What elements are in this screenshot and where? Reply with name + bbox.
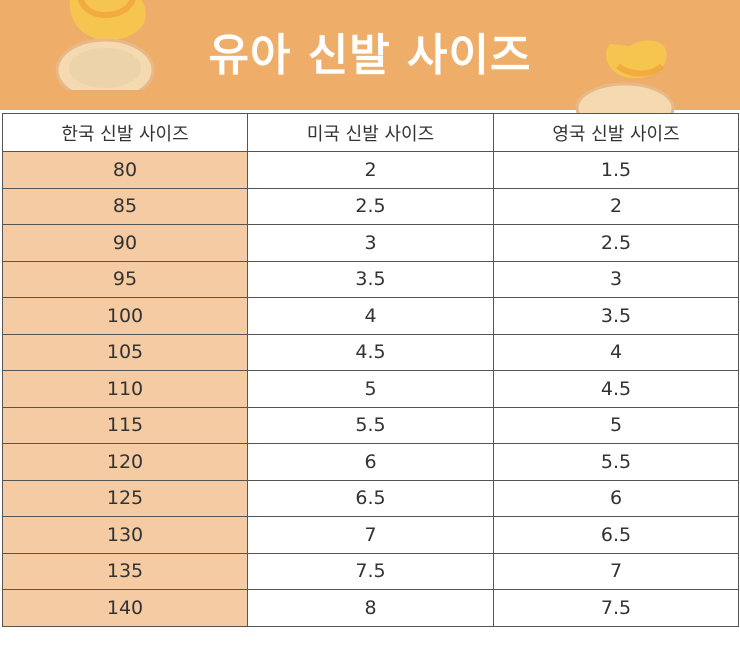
korean-size-cell: 105 <box>2 333 248 371</box>
table-row: 100 4 3.5 <box>2 297 739 335</box>
table-row: 110 5 4.5 <box>2 370 739 408</box>
uk-size-cell: 6 <box>493 479 739 517</box>
us-size-cell: 2 <box>247 151 494 189</box>
uk-size-cell: 7.5 <box>493 589 739 627</box>
baby-shoe-icon <box>575 40 675 116</box>
table-header-row: 한국 신발 사이즈 미국 신발 사이즈 영국 신발 사이즈 <box>2 113 739 152</box>
uk-size-cell: 5.5 <box>493 443 739 481</box>
us-size-cell: 6.5 <box>247 479 494 517</box>
korean-size-cell: 90 <box>2 224 248 262</box>
us-size-cell: 6 <box>247 443 494 481</box>
us-size-cell: 3 <box>247 224 494 262</box>
korean-size-cell: 95 <box>2 260 248 298</box>
korean-size-cell: 100 <box>2 297 248 335</box>
korean-size-cell: 110 <box>2 370 248 408</box>
uk-size-cell: 4.5 <box>493 370 739 408</box>
korean-size-cell: 80 <box>2 151 248 189</box>
column-header-us: 미국 신발 사이즈 <box>247 113 494 152</box>
us-size-cell: 4 <box>247 297 494 335</box>
us-size-cell: 5.5 <box>247 406 494 444</box>
table-row: 95 3.5 3 <box>2 260 739 298</box>
page-title: 유아 신발 사이즈 <box>208 30 532 81</box>
title-banner: 유아 신발 사이즈 <box>0 0 740 116</box>
shoe-size-table: 한국 신발 사이즈 미국 신발 사이즈 영국 신발 사이즈 80 2 1.5 8… <box>2 113 739 627</box>
column-header-korean: 한국 신발 사이즈 <box>2 113 248 152</box>
us-size-cell: 8 <box>247 589 494 627</box>
table-row: 125 6.5 6 <box>2 479 739 517</box>
uk-size-cell: 2.5 <box>493 224 739 262</box>
us-size-cell: 2.5 <box>247 187 494 225</box>
uk-size-cell: 3 <box>493 260 739 298</box>
uk-size-cell: 1.5 <box>493 151 739 189</box>
uk-size-cell: 4 <box>493 333 739 371</box>
korean-size-cell: 85 <box>2 187 248 225</box>
table-row: 130 7 6.5 <box>2 516 739 554</box>
uk-size-cell: 7 <box>493 552 739 590</box>
korean-size-cell: 115 <box>2 406 248 444</box>
table-row: 120 6 5.5 <box>2 443 739 481</box>
table-row: 135 7.5 7 <box>2 552 739 590</box>
table-row: 115 5.5 5 <box>2 406 739 444</box>
table-row: 80 2 1.5 <box>2 151 739 189</box>
korean-size-cell: 135 <box>2 552 248 590</box>
uk-size-cell: 2 <box>493 187 739 225</box>
column-header-uk: 영국 신발 사이즈 <box>493 113 739 152</box>
baby-shoe-icon <box>55 0 155 90</box>
table-row: 140 8 7.5 <box>2 589 739 627</box>
us-size-cell: 7.5 <box>247 552 494 590</box>
us-size-cell: 4.5 <box>247 333 494 371</box>
table-row: 90 3 2.5 <box>2 224 739 262</box>
us-size-cell: 7 <box>247 516 494 554</box>
korean-size-cell: 140 <box>2 589 248 627</box>
korean-size-cell: 120 <box>2 443 248 481</box>
us-size-cell: 3.5 <box>247 260 494 298</box>
table-row: 105 4.5 4 <box>2 333 739 371</box>
uk-size-cell: 5 <box>493 406 739 444</box>
korean-size-cell: 130 <box>2 516 248 554</box>
korean-size-cell: 125 <box>2 479 248 517</box>
us-size-cell: 5 <box>247 370 494 408</box>
table-row: 85 2.5 2 <box>2 187 739 225</box>
uk-size-cell: 6.5 <box>493 516 739 554</box>
uk-size-cell: 3.5 <box>493 297 739 335</box>
